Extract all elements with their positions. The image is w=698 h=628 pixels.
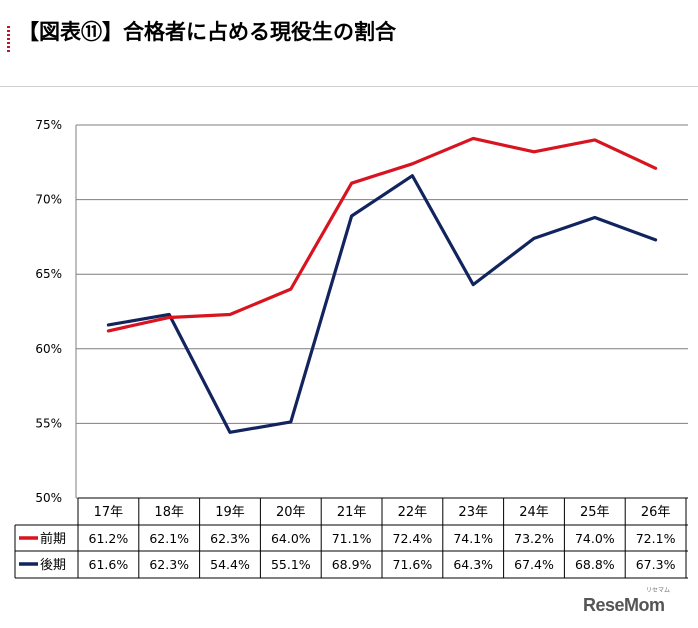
x-category-label: 22年 [398, 505, 428, 520]
title-accent-bar [7, 26, 10, 54]
data-table-value: 61.6% [89, 557, 129, 572]
y-tick-label: 55% [35, 416, 62, 430]
data-table-value: 54.4% [210, 557, 250, 572]
resemom-logo: ReseMom [583, 595, 665, 615]
data-table-value: 67.3% [636, 557, 676, 572]
data-table-value: 64.3% [453, 557, 493, 572]
data-table-value: 62.3% [210, 531, 250, 546]
x-category-label: 20年 [276, 505, 306, 520]
page-title: 【図表⑪】合格者に占める現役生の割合 [18, 20, 396, 44]
data-table-value: 72.1% [636, 531, 676, 546]
legend-series-name: 前期 [40, 531, 66, 547]
data-table-value: 72.4% [393, 531, 433, 546]
data-table-value: 74.1% [453, 531, 493, 546]
series-line [106, 136, 658, 333]
data-table-value: 62.1% [149, 531, 189, 546]
x-category-label: 26年 [641, 505, 671, 520]
data-table-value: 71.6% [393, 557, 433, 572]
data-table-value: 64.0% [271, 531, 311, 546]
data-table-value: 61.2% [89, 531, 129, 546]
data-table-value: 68.8% [575, 557, 615, 572]
x-category-label: 21年 [337, 505, 367, 520]
x-category-label: 23年 [458, 505, 488, 520]
data-table-value: 74.0% [575, 531, 615, 546]
series-line [106, 174, 658, 434]
x-category-label: 17年 [94, 505, 124, 520]
y-tick-label: 70% [35, 193, 62, 207]
x-category-label: 25年 [580, 505, 610, 520]
data-table-value: 67.4% [514, 557, 554, 572]
y-tick-label: 65% [35, 267, 62, 281]
data-table-value: 73.2% [514, 531, 554, 546]
legend-series-name: 後期 [40, 558, 66, 573]
x-category-label: 19年 [215, 505, 245, 520]
x-category-label: 18年 [154, 505, 184, 520]
y-tick-label: 50% [35, 491, 62, 505]
data-table-value: 55.1% [271, 557, 311, 572]
data-table-value: 71.1% [332, 531, 372, 546]
x-category-label: 24年 [519, 505, 549, 520]
data-table-value: 62.3% [149, 557, 189, 572]
resemom-logo-kana: リセマム [646, 587, 671, 594]
y-tick-label: 60% [35, 342, 62, 356]
data-table-value: 68.9% [332, 557, 372, 572]
y-tick-label: 75% [35, 118, 62, 132]
title-divider [0, 86, 698, 87]
